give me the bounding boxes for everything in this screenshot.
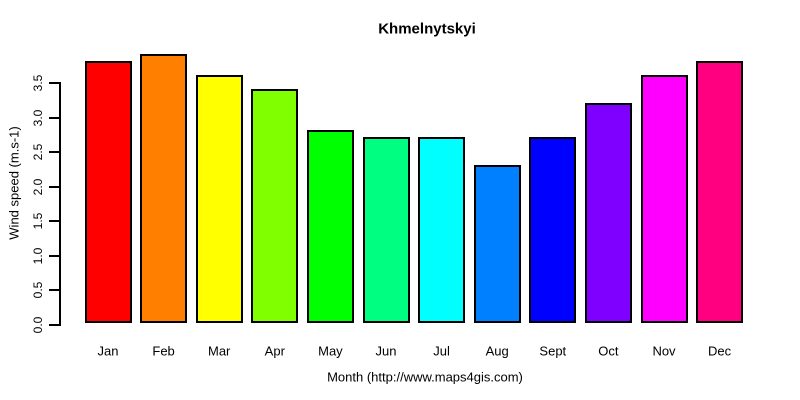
y-tick-label-3.0: 3.0 [31, 109, 45, 126]
y-tick-label-2.5: 2.5 [31, 143, 45, 161]
bar-apr [251, 88, 299, 324]
bar-dec [696, 61, 744, 324]
y-tick-label-1.0: 1.0 [31, 247, 45, 264]
y-axis-line [59, 82, 61, 326]
x-tick-label-nov: Nov [652, 343, 676, 359]
bar-jan [84, 61, 132, 324]
bar-mar [195, 75, 243, 324]
bar-oct [584, 102, 632, 324]
chart-title: Khmelnytskyi [378, 20, 476, 38]
bar-sept [529, 137, 577, 324]
y-tick-mark-3.5 [49, 82, 59, 84]
x-tick-label-jan: Jan [97, 343, 119, 359]
y-tick-mark-3.0 [49, 116, 59, 119]
x-tick-label-oct: Oct [598, 343, 619, 359]
x-tick-label-jul: Jul [433, 343, 450, 359]
y-tick-mark-1.0 [49, 254, 59, 257]
bar-feb [140, 54, 188, 324]
y-tick-mark-0.0 [49, 323, 59, 326]
bar-nov [640, 75, 688, 324]
y-tick-mark-2.0 [49, 185, 59, 188]
x-tick-label-aug: Aug [485, 343, 509, 359]
y-tick-mark-1.5 [49, 220, 59, 222]
y-tick-label-1.5: 1.5 [31, 212, 45, 230]
x-tick-label-mar: Mar [207, 343, 231, 359]
x-tick-label-apr: Apr [264, 343, 285, 359]
y-tick-label-3.5: 3.5 [31, 74, 45, 92]
x-tick-label-sept: Sept [539, 343, 567, 359]
bar-jul [418, 137, 466, 324]
x-axis-title: Month (http://www.maps4gis.com) [327, 369, 523, 385]
x-tick-label-feb: Feb [152, 343, 175, 359]
y-tick-mark-0.5 [49, 289, 59, 291]
y-tick-label-0.5: 0.5 [31, 281, 45, 299]
bar-jun [362, 137, 410, 324]
y-tick-label-2.0: 2.0 [31, 178, 45, 195]
y-axis-title: Wind speed (m.s-1) [6, 126, 22, 240]
x-tick-label-dec: Dec [708, 343, 732, 359]
bar-aug [473, 164, 521, 324]
x-tick-label-may: May [318, 343, 343, 359]
y-tick-mark-2.5 [49, 151, 59, 153]
x-tick-label-jun: Jun [375, 343, 397, 359]
y-tick-label-0.0: 0.0 [31, 316, 45, 333]
bar-may [306, 130, 354, 324]
